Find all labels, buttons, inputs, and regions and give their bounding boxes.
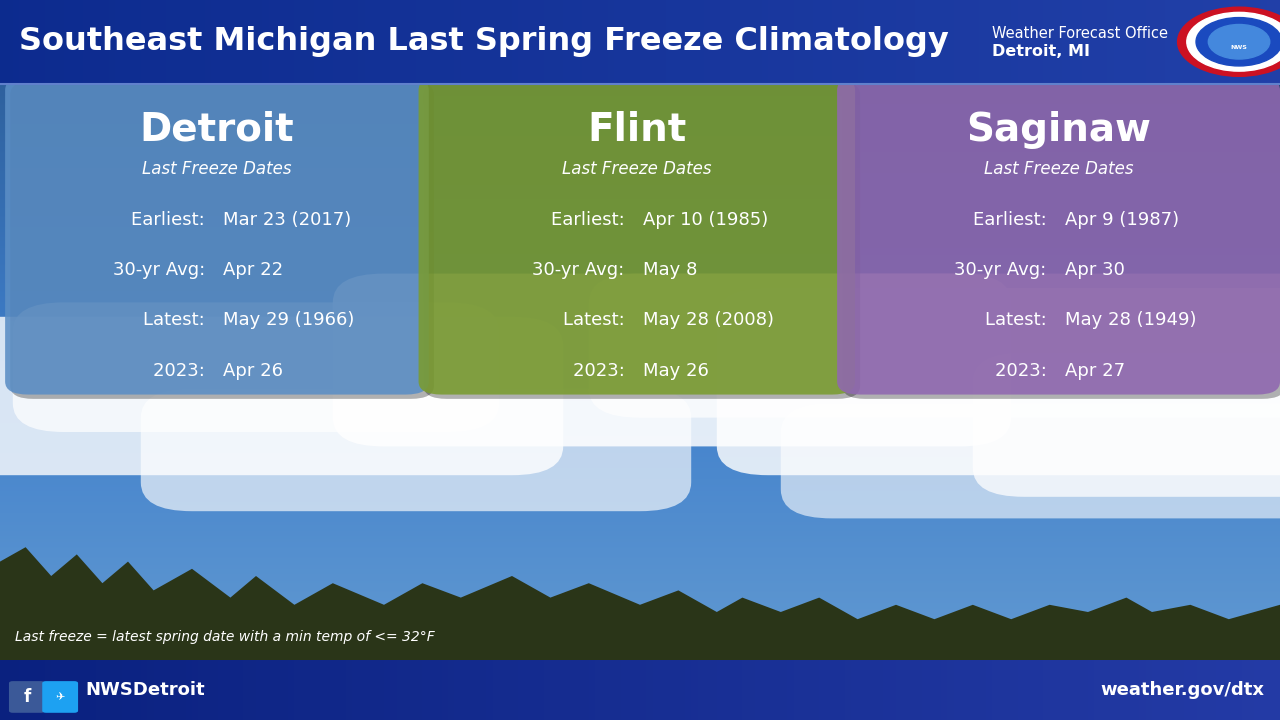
Text: Detroit, MI: Detroit, MI: [992, 45, 1091, 59]
Circle shape: [1196, 17, 1280, 66]
Text: 2023:: 2023:: [572, 361, 630, 379]
Text: May 28 (1949): May 28 (1949): [1065, 311, 1197, 329]
Text: May 26: May 26: [643, 361, 709, 379]
Text: Saginaw: Saginaw: [966, 111, 1151, 148]
FancyBboxPatch shape: [589, 274, 1280, 418]
Text: Latest:: Latest:: [563, 311, 630, 329]
FancyBboxPatch shape: [13, 302, 499, 432]
Text: f: f: [23, 688, 31, 706]
Text: 2023:: 2023:: [152, 361, 210, 379]
FancyBboxPatch shape: [717, 288, 1280, 475]
Text: Mar 23 (2017): Mar 23 (2017): [223, 210, 352, 228]
Text: 30-yr Avg:: 30-yr Avg:: [954, 261, 1052, 279]
Polygon shape: [0, 547, 1280, 661]
FancyBboxPatch shape: [333, 274, 1011, 446]
Circle shape: [1187, 12, 1280, 71]
Text: Apr 30: Apr 30: [1065, 261, 1125, 279]
Text: Apr 9 (1987): Apr 9 (1987): [1065, 210, 1179, 228]
Text: Last Freeze Dates: Last Freeze Dates: [562, 161, 712, 179]
FancyBboxPatch shape: [9, 681, 45, 713]
Text: Earliest:: Earliest:: [550, 210, 630, 228]
FancyBboxPatch shape: [837, 77, 1280, 395]
FancyBboxPatch shape: [424, 81, 860, 399]
Text: 30-yr Avg:: 30-yr Avg:: [532, 261, 630, 279]
Text: Apr 26: Apr 26: [223, 361, 283, 379]
FancyBboxPatch shape: [973, 353, 1280, 497]
Text: Latest:: Latest:: [143, 311, 210, 329]
FancyBboxPatch shape: [0, 317, 563, 475]
Text: weather.gov/dtx: weather.gov/dtx: [1101, 681, 1265, 700]
Text: Detroit: Detroit: [140, 111, 294, 148]
Circle shape: [1208, 24, 1270, 59]
Text: 30-yr Avg:: 30-yr Avg:: [113, 261, 210, 279]
FancyBboxPatch shape: [842, 81, 1280, 399]
Text: Last Freeze Dates: Last Freeze Dates: [142, 161, 292, 179]
Circle shape: [1178, 7, 1280, 76]
Text: Last freeze = latest spring date with a min temp of <= 32°F: Last freeze = latest spring date with a …: [15, 630, 435, 644]
Text: Southeast Michigan Last Spring Freeze Climatology: Southeast Michigan Last Spring Freeze Cl…: [19, 26, 948, 58]
FancyBboxPatch shape: [0, 661, 1280, 720]
Text: Apr 27: Apr 27: [1065, 361, 1125, 379]
FancyBboxPatch shape: [781, 403, 1280, 518]
Text: Earliest:: Earliest:: [973, 210, 1052, 228]
FancyBboxPatch shape: [42, 681, 78, 713]
FancyBboxPatch shape: [10, 81, 434, 399]
FancyBboxPatch shape: [419, 77, 855, 395]
FancyBboxPatch shape: [0, 0, 1280, 84]
Text: Apr 22: Apr 22: [223, 261, 283, 279]
Text: Latest:: Latest:: [984, 311, 1052, 329]
Text: Earliest:: Earliest:: [131, 210, 210, 228]
FancyBboxPatch shape: [141, 389, 691, 511]
Text: NWS: NWS: [1230, 45, 1248, 50]
Text: May 28 (2008): May 28 (2008): [643, 311, 774, 329]
Text: Apr 10 (1985): Apr 10 (1985): [643, 210, 768, 228]
Text: May 29 (1966): May 29 (1966): [223, 311, 355, 329]
Text: NWSDetroit: NWSDetroit: [86, 681, 205, 700]
Text: ✈: ✈: [55, 692, 65, 702]
Text: Last Freeze Dates: Last Freeze Dates: [984, 161, 1133, 179]
Text: Weather Forecast Office: Weather Forecast Office: [992, 27, 1169, 41]
Text: Flint: Flint: [588, 111, 686, 148]
Text: May 8: May 8: [643, 261, 698, 279]
Text: 2023:: 2023:: [995, 361, 1052, 379]
FancyBboxPatch shape: [5, 77, 429, 395]
